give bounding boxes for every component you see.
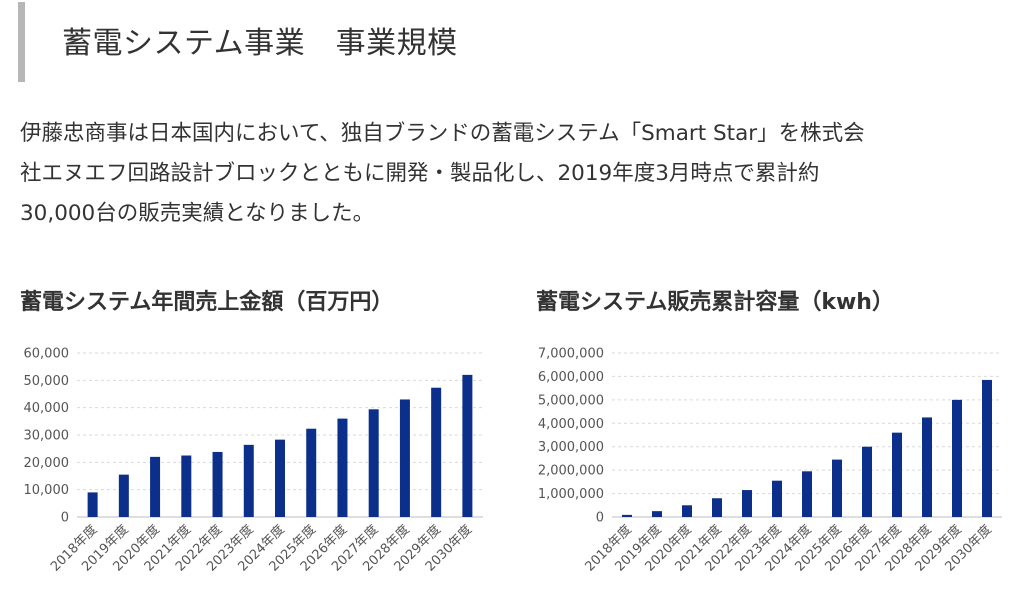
intro-paragraph: 伊藤忠商事は日本国内において、独自ブランドの蓄電システム「Smart Star」… <box>20 114 1010 234</box>
y-tick-label: 50,000 <box>24 374 70 389</box>
page-title: 蓄電システム事業 事業規模 <box>62 26 458 61</box>
bar <box>243 444 254 517</box>
y-tick-label: 30,000 <box>24 429 70 444</box>
y-tick-label: 3,000,000 <box>538 440 604 455</box>
bar <box>462 374 473 517</box>
intro-line: 社エヌエフ回路設計ブロックとともに開発・製品化し、2019年度3月時点で累計約 <box>20 161 820 186</box>
bar <box>862 446 872 517</box>
y-tick-label: 2,000,000 <box>538 464 604 479</box>
bar <box>772 480 782 517</box>
bar <box>87 492 98 517</box>
bar <box>982 379 992 517</box>
y-tick-label: 0 <box>596 511 604 526</box>
bar <box>712 498 722 517</box>
intro-line: 伊藤忠商事は日本国内において、独自ブランドの蓄電システム「Smart Star」… <box>20 121 865 146</box>
bar <box>181 455 192 517</box>
bar <box>368 409 379 517</box>
bar <box>922 417 932 517</box>
y-tick-label: 20,000 <box>24 456 70 471</box>
bar <box>742 490 752 517</box>
bar <box>118 474 129 517</box>
bar <box>802 471 812 517</box>
bar <box>275 439 285 517</box>
y-tick-label: 1,000,000 <box>538 487 604 502</box>
bar <box>952 399 962 517</box>
bar <box>212 451 223 517</box>
y-tick-label: 0 <box>61 511 69 526</box>
bar <box>337 418 348 517</box>
bar <box>622 514 632 517</box>
bar <box>150 456 161 517</box>
y-tick-label: 6,000,000 <box>538 370 604 385</box>
bar <box>892 432 902 517</box>
bar <box>682 505 692 517</box>
y-tick-label: 7,000,000 <box>538 347 604 362</box>
bar <box>306 428 317 517</box>
bar <box>652 511 662 517</box>
y-tick-label: 40,000 <box>24 401 70 416</box>
capacity-chart-title: 蓄電システム販売累計容量（kwh） <box>536 290 894 315</box>
y-tick-label: 5,000,000 <box>538 393 604 408</box>
sales-chart-title: 蓄電システム年間売上金額（百万円） <box>20 290 394 315</box>
y-tick-label: 10,000 <box>24 483 70 498</box>
annual-sales-bar-chart: 010,00020,00030,00040,00050,00060,000201… <box>24 347 483 575</box>
intro-line: 30,000台の販売実績となりました。 <box>20 201 375 226</box>
bar <box>399 399 410 517</box>
y-tick-label: 4,000,000 <box>538 417 604 432</box>
bar <box>431 387 442 517</box>
cumulative-capacity-bar-chart: 0 1,000,000 2,000,000 3,000,000 4,000,000 5,0… <box>538 347 1002 575</box>
heading-accent-bar <box>18 2 25 82</box>
y-tick-label: 60,000 <box>24 347 70 362</box>
bar <box>832 459 842 517</box>
